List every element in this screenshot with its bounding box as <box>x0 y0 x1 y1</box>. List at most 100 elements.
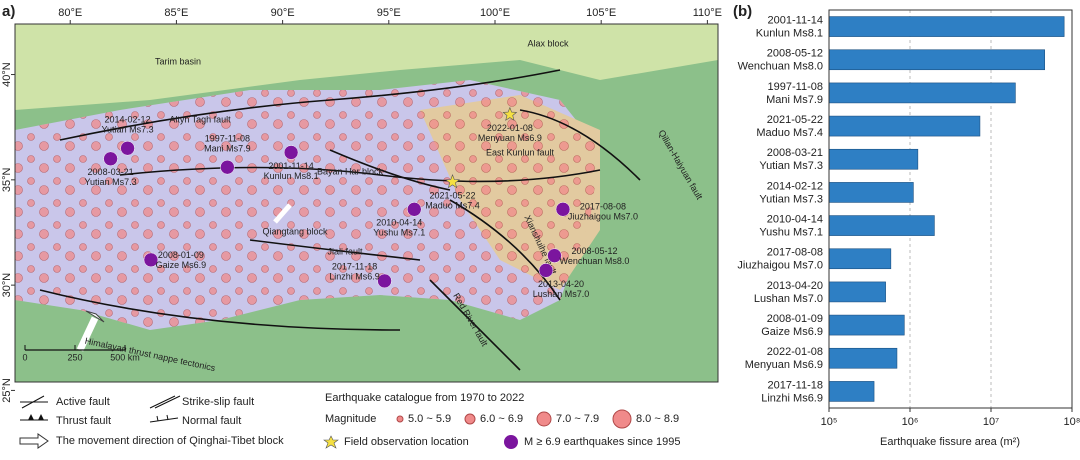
lon-tick-label: 80°E <box>58 7 82 19</box>
category-date: 2017-11-18 <box>768 379 823 391</box>
map-feature-label: Alax block <box>527 38 569 48</box>
earthquake <box>283 145 299 160</box>
lat-tick-label: 35°N <box>1 167 13 192</box>
scale-label: 250 <box>67 352 82 362</box>
category-name: Lushan Ms7.0 <box>754 293 823 305</box>
bar <box>828 381 875 402</box>
earthquake <box>547 248 562 263</box>
map-frame <box>14 23 719 383</box>
bar <box>828 281 886 303</box>
category-date: 2017-08-08 <box>767 247 823 259</box>
legend-label: Active fault <box>56 396 110 408</box>
event-name: Kunlun Ms8.1 <box>264 171 319 181</box>
lon-tick-label: 95°E <box>377 7 401 19</box>
map-background <box>15 24 718 382</box>
category-date: 1997-11-08 <box>768 81 823 93</box>
category-date: 2008-01-09 <box>767 313 823 325</box>
earthquake <box>143 252 159 268</box>
category-name: Yushu Ms7.1 <box>759 226 823 238</box>
lon-tick-label: 105°E <box>586 7 616 19</box>
lat-tick-label: 25°N <box>1 378 13 403</box>
bar <box>828 248 892 270</box>
field-location <box>502 106 518 121</box>
earthquake <box>538 263 554 278</box>
category-date: 2022-01-08 <box>767 346 823 358</box>
map-feature-label: East Kunlun fault <box>486 147 555 157</box>
field-location <box>445 174 460 189</box>
panel-label: a) <box>2 3 15 20</box>
earthquake <box>220 159 235 175</box>
legend: Active fault Strike-slip fault Thrust fa… <box>19 392 680 449</box>
scale-label: 0 <box>22 352 27 362</box>
legend-label: Magnitude <box>325 413 376 425</box>
event-name: Yutian Ms7.3 <box>85 177 137 187</box>
bar <box>828 16 1065 37</box>
x-tick-label: 10⁸ <box>1064 416 1080 428</box>
x-axis-title: Earthquake fissure area (m²) <box>880 436 1020 448</box>
map-feature-label: Tarim basin <box>155 56 201 66</box>
event-date: 2001-11-14 <box>268 161 313 171</box>
category-name: Yutian Ms7.3 <box>759 160 823 172</box>
event-name: Menyuan Ms6.9 <box>478 133 542 143</box>
bar <box>828 215 935 236</box>
legend-label: 7.0 ~ 7.9 <box>556 413 599 425</box>
category-date: 2014-02-12 <box>767 180 823 192</box>
event-date: 2022-01-08 <box>487 123 533 133</box>
event-date: 2017-11-18 <box>332 261 377 271</box>
x-tick-label: 10⁶ <box>902 416 919 428</box>
scale-label: 500 km <box>110 352 140 362</box>
plot-frame <box>828 9 1073 409</box>
category-date: 2021-05-22 <box>767 114 823 126</box>
lat-tick-label: 40°N <box>1 62 13 87</box>
event-date: 1997-11-08 <box>205 134 250 144</box>
panel-label: (b) <box>733 3 752 20</box>
map-feature-label: Jiali fault <box>327 246 363 256</box>
earthquake <box>377 273 392 289</box>
bar <box>828 347 898 369</box>
category-name: Maduo Ms7.4 <box>756 127 823 139</box>
bar <box>828 148 919 170</box>
event-name: Gaize Ms6.9 <box>156 260 207 270</box>
earthquake <box>103 151 118 167</box>
event-date: 2008-01-09 <box>158 250 204 260</box>
lat-tick-label: 30°N <box>1 273 13 298</box>
x-tick-label: 10⁷ <box>983 416 999 428</box>
event-date: 2014-02-12 <box>105 115 151 125</box>
legend-label: Normal fault <box>182 415 241 427</box>
x-tick-label: 10⁵ <box>821 416 838 428</box>
event-date: 2008-05-12 <box>571 246 617 256</box>
legend-label: Earthquake catalogue from 1970 to 2022 <box>325 392 524 404</box>
category-name: Wenchuan Ms8.0 <box>738 61 823 73</box>
lon-tick-label: 90°E <box>271 7 295 19</box>
category-name: Kunlun Ms8.1 <box>756 27 823 39</box>
category-date: 2001-11-14 <box>768 14 823 26</box>
bar <box>828 182 914 203</box>
event-date: 2021-05-22 <box>429 190 475 200</box>
bar <box>828 314 905 336</box>
category-name: Linzhi Ms6.9 <box>761 392 823 404</box>
map-feature-label: Bayan Har block <box>317 166 384 176</box>
map-feature-label: Altyn Tagh fault <box>169 114 231 124</box>
category-date: 2008-03-21 <box>767 147 823 159</box>
event-name: Jiuzhaigou Ms7.0 <box>568 212 638 222</box>
bar <box>828 82 1016 104</box>
earthquake <box>407 202 422 217</box>
lon-tick-label: 110°E <box>693 7 722 19</box>
legend-label: Field observation location <box>344 436 469 448</box>
event-name: Yutian Ms7.3 <box>102 125 154 135</box>
legend-label: 5.0 ~ 5.9 <box>408 413 451 425</box>
event-date: 2017-08-08 <box>580 202 626 212</box>
earthquake <box>120 140 135 156</box>
legend-label: The movement direction of Qinghai-Tibet … <box>56 435 284 447</box>
category-name: Yutian Ms7.3 <box>759 193 823 205</box>
category-date: 2013-04-20 <box>767 280 823 292</box>
event-name: Yushu Ms7.1 <box>373 228 425 238</box>
event-name: Mani Ms7.9 <box>204 144 251 154</box>
event-name: Lushan Ms7.0 <box>533 289 590 299</box>
category-name: Mani Ms7.9 <box>766 94 823 106</box>
category-date: 2010-04-14 <box>767 213 823 225</box>
legend-label: 8.0 ~ 8.9 <box>636 413 679 425</box>
legend-label: M ≥ 6.9 earthquakes since 1995 <box>524 436 680 448</box>
legend-label: 6.0 ~ 6.9 <box>480 413 523 425</box>
